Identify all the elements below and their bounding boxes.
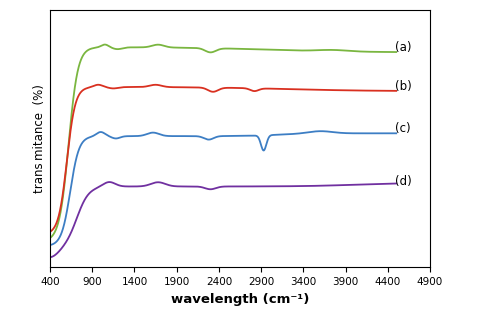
Text: (b): (b) xyxy=(394,80,411,93)
Text: (a): (a) xyxy=(394,41,411,54)
Text: (c): (c) xyxy=(394,122,410,135)
Text: (d): (d) xyxy=(394,175,411,188)
Y-axis label: trans mitance  (%): trans mitance (%) xyxy=(33,84,46,193)
X-axis label: wavelength (cm⁻¹): wavelength (cm⁻¹) xyxy=(171,293,309,306)
